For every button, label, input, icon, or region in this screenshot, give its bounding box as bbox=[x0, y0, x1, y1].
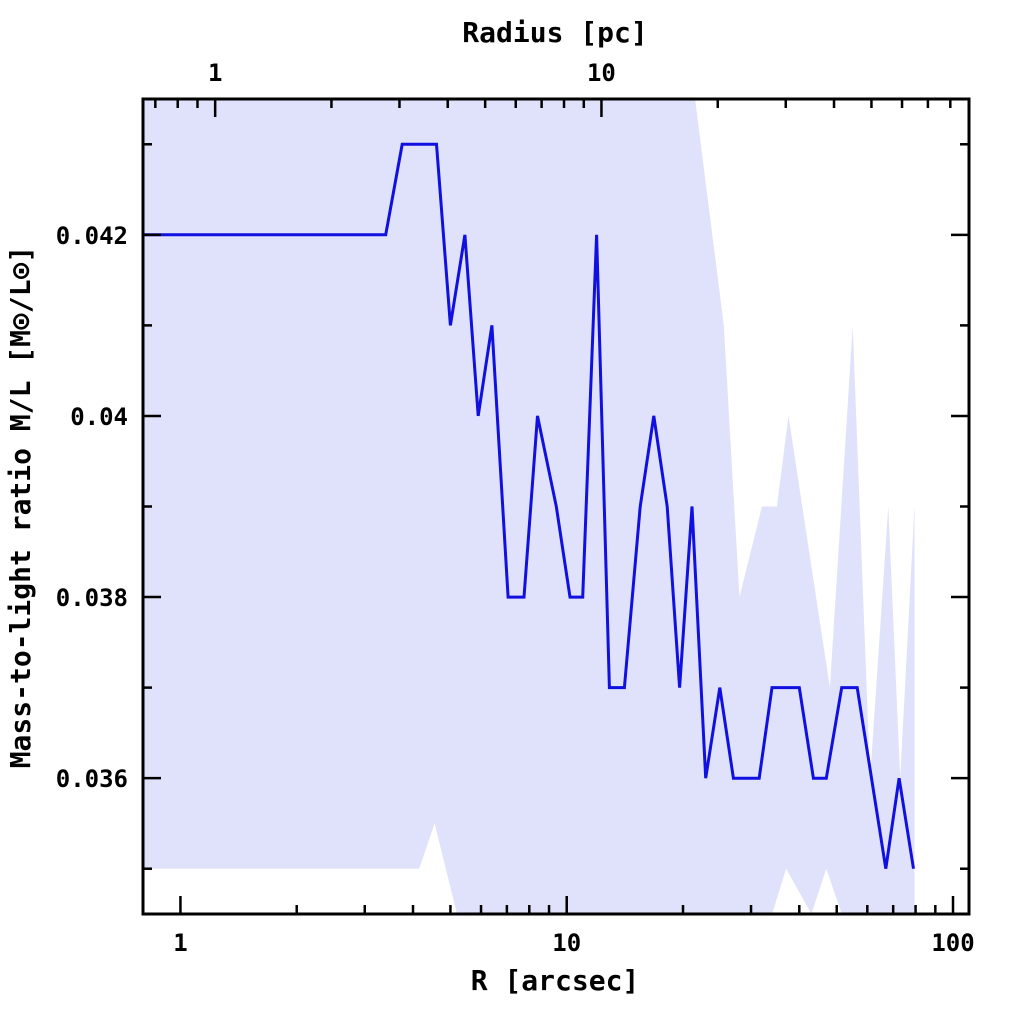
axes-frame-layer bbox=[141, 97, 971, 916]
x-tick-label: 1 bbox=[173, 929, 187, 957]
x-tick-label: 100 bbox=[931, 929, 974, 957]
series-line-0 bbox=[143, 142, 915, 869]
y-tick-label: 0.04 bbox=[70, 403, 128, 431]
series-line-layer bbox=[143, 142, 915, 869]
uncertainty-band bbox=[143, 99, 915, 914]
error-band-layer bbox=[143, 99, 915, 914]
top-tick-label: 1 bbox=[208, 59, 222, 87]
x-tick-label: 10 bbox=[552, 929, 581, 957]
x-axis-title: R [arcsec] bbox=[471, 964, 640, 997]
y-axis-title: Mass-to-light ratio M/L [M⊙/L⊙] bbox=[4, 246, 37, 769]
labels-layer: 1 10 100 1 10 0.036 0.038 0.04 0.042 bbox=[56, 59, 975, 957]
y-tick-label: 0.038 bbox=[56, 584, 128, 612]
top-tick-label: 10 bbox=[587, 59, 616, 87]
y-tick-label: 0.042 bbox=[56, 222, 128, 250]
top-axis-title: Radius [pc] bbox=[462, 16, 647, 49]
y-tick-label: 0.036 bbox=[56, 765, 128, 793]
